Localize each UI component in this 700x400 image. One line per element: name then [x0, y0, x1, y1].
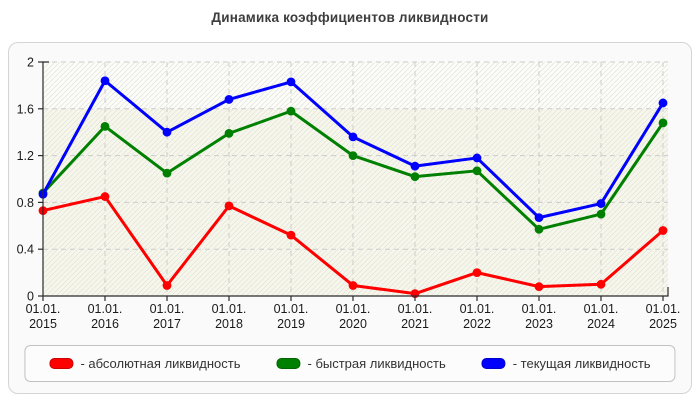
data-point	[658, 226, 668, 235]
x-tick-label: 01.01. 2024	[584, 302, 619, 331]
data-point	[410, 161, 420, 171]
legend-swatch-blue	[481, 358, 506, 369]
data-point	[224, 95, 234, 104]
data-point	[410, 172, 420, 182]
data-point	[472, 268, 482, 277]
data-point	[534, 224, 544, 234]
data-point	[286, 230, 296, 240]
x-tick-label: 01.01. 2016	[88, 302, 123, 331]
y-tick-label: 0	[27, 290, 34, 304]
legend-item-quick-liquidity: - быстрая ликвидность	[276, 356, 446, 371]
data-point	[100, 76, 110, 86]
data-point	[534, 282, 544, 292]
data-point	[596, 279, 606, 289]
legend-label-current-liquidity: - текущая ликвидность	[512, 356, 651, 371]
x-tick-label: 01.01. 2018	[212, 302, 247, 331]
data-point	[162, 168, 172, 178]
x-tick-label: 01.01. 2019	[274, 302, 309, 331]
page-title: Динамика коэффициентов ликвидности	[211, 10, 489, 25]
series-1	[38, 106, 668, 234]
data-point	[658, 98, 668, 108]
x-tick-label: 01.01. 2015	[26, 302, 61, 331]
x-tick-label: 01.01. 2021	[398, 302, 433, 331]
data-point	[534, 213, 544, 223]
data-point	[472, 166, 482, 176]
data-point	[348, 281, 358, 290]
legend-item-current-liquidity: - текущая ликвидность	[481, 356, 651, 371]
legend-label-quick-liquidity: - быстрая ликвидность	[307, 356, 446, 371]
x-tick-label: 01.01. 2020	[336, 302, 371, 331]
legend-swatch-red	[49, 358, 74, 369]
y-tick-label: 1.6	[17, 102, 34, 116]
data-point	[162, 281, 172, 290]
data-point	[658, 118, 668, 128]
data-point	[348, 132, 358, 142]
y-tick-label: 1.2	[17, 149, 34, 163]
x-axis-labels: 01.01. 2015 01.01. 2016 01.01. 2017 01.01. 2018…	[26, 302, 681, 331]
data-point	[162, 127, 172, 137]
x-tick-label: 01.01. 2022	[460, 302, 495, 331]
x-tick-label: 01.01. 2023	[522, 302, 557, 331]
y-axis-labels: 0 0.4 0.8 1.2 1.6 2	[17, 56, 34, 304]
x-tick-label: 01.01. 2025	[646, 302, 681, 331]
chart-panel: 0 0.4 0.8 1.2 1.6 2 01.01. 2015 01.01. 2016 01.01.…	[8, 42, 692, 394]
data-point	[596, 199, 606, 208]
legend-label-absolute-liquidity: - абсолютная ликвидность	[80, 356, 241, 371]
plot-background	[43, 62, 668, 296]
axes	[38, 61, 669, 301]
data-point	[596, 209, 606, 219]
series-2	[38, 76, 668, 223]
data-point	[224, 201, 234, 211]
data-point	[286, 106, 296, 116]
y-tick-label: 0.8	[17, 196, 34, 210]
data-point	[472, 153, 482, 163]
legend-swatch-green	[276, 358, 301, 369]
x-tick-label: 01.01. 2017	[150, 302, 185, 331]
y-tick-label: 0.4	[17, 243, 34, 257]
data-point	[100, 121, 110, 131]
data-point	[348, 151, 358, 160]
y-tick-label: 2	[27, 56, 34, 70]
data-point	[286, 77, 296, 87]
data-point	[100, 192, 110, 201]
data-point	[224, 128, 234, 138]
chart-legend: - абсолютная ликвидность - быстрая ликви…	[24, 345, 676, 382]
legend-item-absolute-liquidity: - абсолютная ликвидность	[49, 356, 241, 371]
